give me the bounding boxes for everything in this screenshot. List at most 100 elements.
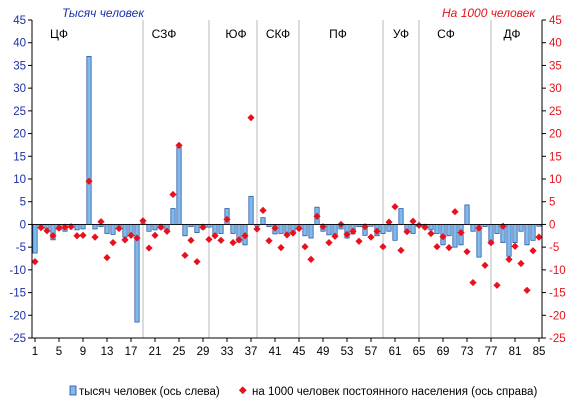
point-series (31, 114, 543, 294)
x-tick-label: 77 (485, 346, 498, 358)
point (409, 217, 417, 225)
point (349, 227, 357, 235)
x-tick-label: 25 (173, 346, 186, 358)
point (31, 258, 39, 266)
bar (380, 224, 386, 234)
x-tick-label: 1 (32, 346, 38, 358)
right-tick-label: 30 (549, 83, 562, 95)
point (535, 233, 543, 241)
x-tick-label: 81 (509, 346, 522, 358)
point (475, 224, 483, 232)
left-tick-label: 40 (13, 38, 26, 50)
x-tick-label: 53 (341, 346, 354, 358)
point (67, 223, 75, 231)
point (97, 218, 105, 226)
bar (92, 224, 98, 230)
bar (86, 55, 92, 225)
x-tick-label: 13 (101, 346, 114, 358)
bar (398, 208, 404, 225)
point (253, 225, 261, 233)
point (331, 232, 339, 240)
point (61, 223, 69, 231)
left-tick-label: -20 (9, 310, 26, 322)
point (175, 141, 183, 149)
right-tick-label: 45 (549, 15, 562, 27)
x-tick-label: 21 (149, 346, 162, 358)
bar (122, 224, 128, 238)
x-axis-ticks: 1 5 9 13 17 21 25 29 33 37 41 45 49 53 57 61 65 69 73 77 81 8… (32, 338, 545, 358)
point (421, 223, 429, 231)
bar (326, 224, 332, 236)
point (439, 233, 447, 241)
right-tick-label: 0 (549, 219, 555, 231)
point (265, 237, 273, 245)
point (181, 251, 189, 259)
axes (31, 20, 543, 339)
bar (470, 224, 476, 232)
point (391, 203, 399, 211)
point (169, 190, 177, 199)
bar (494, 224, 500, 234)
point (355, 237, 363, 245)
point (403, 228, 411, 236)
bar (428, 224, 434, 231)
left-tick-label: -5 (16, 242, 26, 254)
bar (182, 224, 188, 237)
point (259, 206, 267, 214)
point (271, 224, 279, 232)
bar (308, 224, 314, 239)
left-tick-label: -15 (9, 288, 26, 300)
point (85, 177, 93, 185)
bar (248, 195, 254, 225)
bar (464, 204, 470, 225)
point (157, 223, 165, 231)
region-label: СЗФ (152, 27, 177, 41)
right-tick-label: 40 (549, 38, 562, 50)
point (205, 235, 213, 244)
point (451, 208, 459, 216)
point (499, 222, 507, 230)
point (79, 231, 87, 239)
right-tick-label: 25 (549, 106, 562, 118)
region-labels: ЦФ СЗФ ЮФ СКФ ПФ УФ СФ ДФ (50, 27, 521, 41)
bar (452, 224, 458, 248)
left-axis-ticks: -25 -20 -15 -10 -5 0 5 10 15 20 25 30 35 40 45 (9, 15, 32, 345)
point (217, 236, 225, 244)
point (103, 253, 111, 262)
point (427, 229, 435, 238)
bar (104, 224, 110, 234)
point (127, 231, 135, 239)
point (523, 286, 531, 294)
point (73, 232, 81, 240)
point (481, 261, 489, 269)
bar-series (32, 55, 542, 323)
point (373, 227, 381, 235)
x-tick-label: 17 (125, 346, 138, 358)
region-label: ЦФ (50, 27, 68, 41)
point (43, 227, 51, 235)
bar (80, 224, 86, 230)
bar (278, 224, 284, 234)
point (511, 242, 519, 250)
point (277, 243, 285, 252)
left-tick-label: 45 (13, 15, 26, 27)
right-tick-label: -20 (549, 310, 566, 322)
bar (434, 224, 440, 234)
right-axis-ticks: -25 -20 -15 -10 -5 0 5 10 15 20 25 30 35 40 45 (542, 15, 566, 345)
right-tick-label: -5 (549, 242, 559, 254)
right-tick-label: 10 (549, 174, 562, 186)
point (313, 212, 321, 220)
right-tick-label: 15 (549, 151, 562, 163)
point (37, 224, 45, 232)
point (55, 224, 63, 232)
point (517, 259, 525, 268)
bar (32, 224, 38, 254)
bar (110, 224, 116, 235)
right-tick-label: -25 (549, 333, 566, 345)
left-tick-label: 0 (20, 219, 26, 231)
legend-point-label: на 1000 человек постоянного населения (о… (252, 386, 537, 398)
bar (74, 224, 80, 231)
point (433, 243, 441, 251)
left-tick-label: -10 (9, 265, 26, 277)
